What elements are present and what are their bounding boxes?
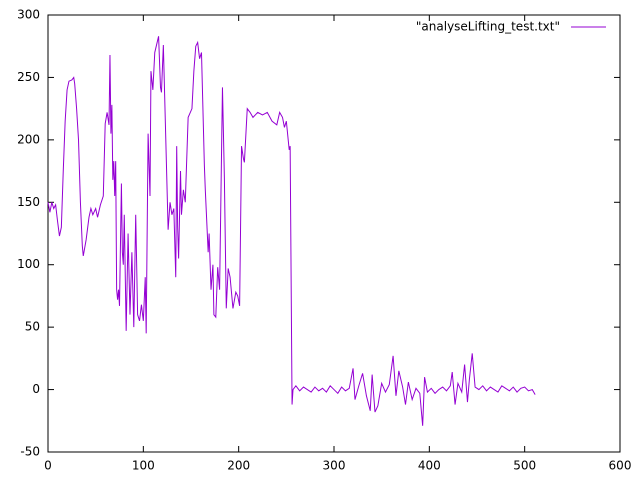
x-tick-label: 600	[609, 459, 632, 473]
y-tick-label: 100	[17, 257, 40, 271]
y-tick-label: 250	[17, 70, 40, 84]
legend-label: "analyseLifting_test.txt"	[416, 20, 560, 34]
x-tick-label: 300	[323, 459, 346, 473]
x-tick-label: 400	[418, 459, 441, 473]
y-tick-label: 50	[25, 320, 40, 334]
y-tick-label: 0	[32, 382, 40, 396]
x-tick-label: 100	[132, 459, 155, 473]
y-tick-label: -50	[20, 445, 40, 459]
x-tick-label: 0	[44, 459, 52, 473]
x-tick-label: 500	[513, 459, 536, 473]
y-tick-label: 300	[17, 8, 40, 22]
y-tick-label: 150	[17, 195, 40, 209]
x-tick-label: 200	[227, 459, 250, 473]
plot-border	[47, 14, 621, 453]
y-tick-label: 200	[17, 132, 40, 146]
data-line	[47, 36, 536, 426]
